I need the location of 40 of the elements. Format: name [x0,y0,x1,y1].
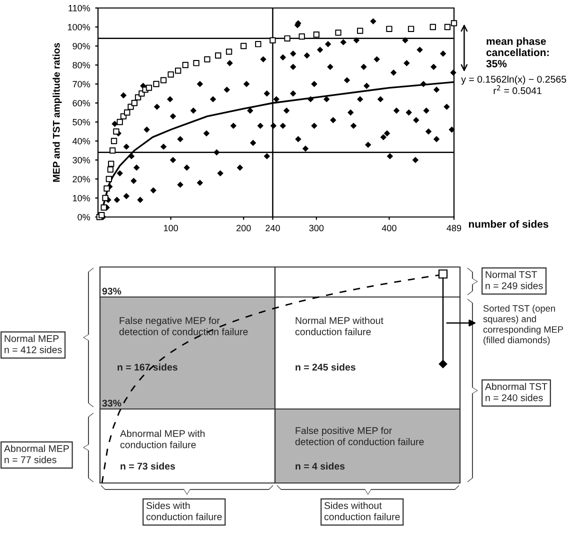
y-tick-label: 100% [68,24,90,30]
x-tick-label: 200 [236,224,251,232]
text: Normal MEP without conduction failure [295,316,384,336]
text: Normal MEP n = 412 sides [4,334,62,354]
y-tick-label: 70% [72,80,90,88]
y-tick-label: 60% [72,100,90,106]
text: mean phase cancellation: 35% [486,37,549,68]
text: 33% [102,400,122,407]
x-tick-label: 400 [382,224,396,232]
text: y = 0.1562ln(x) − 0.2565 [461,76,566,85]
text: Normal TST n = 249 sides [486,270,543,290]
text: n = 245 sides [296,363,356,371]
y-tick-label: 110% [68,4,90,12]
y-tick-label: 30% [72,156,90,164]
x-tick-label: 300 [309,224,324,232]
text: Abnormal TST n = 240 sides [485,382,548,402]
y-tick-label: 90% [72,42,90,50]
text: Abnormal MEP with conduction failure [120,430,205,448]
text: False negative MEP for detection of conduction failure [119,316,248,336]
text: n = 73 sides [120,462,175,470]
y-tick-label: 20% [72,176,90,182]
x-tick-label: 100 [164,224,178,232]
y-tick-label: 50% [72,118,90,126]
text: n = 4 sides [296,462,345,470]
y-tick-label: 0% [78,214,90,220]
x-tick-label: 489 [446,224,462,232]
text: Sides without conduction failure [324,502,400,520]
x-tick-label: 240 [266,224,280,232]
text: Sides with conduction failure [146,502,222,520]
text: Abnormal MEP n = 77 sides [4,444,69,464]
y-tick-label: 10% [72,194,90,202]
text: n = 167 sides [118,363,178,371]
text: Sorted TST (open squares) and corresponding MEP (filled diamonds) [483,304,564,346]
text: 93% [102,288,122,295]
x-axis-title: number of sides [468,220,548,228]
text: r$^{2}$ = 0.5041 [494,85,542,94]
y-tick-label: 80% [72,62,90,68]
text: False positive MEP for detection of conduction failure [295,426,424,446]
y-axis-title: MEP and TST amplitude ratios [52,43,62,182]
y-tick-label: 40% [72,138,90,144]
